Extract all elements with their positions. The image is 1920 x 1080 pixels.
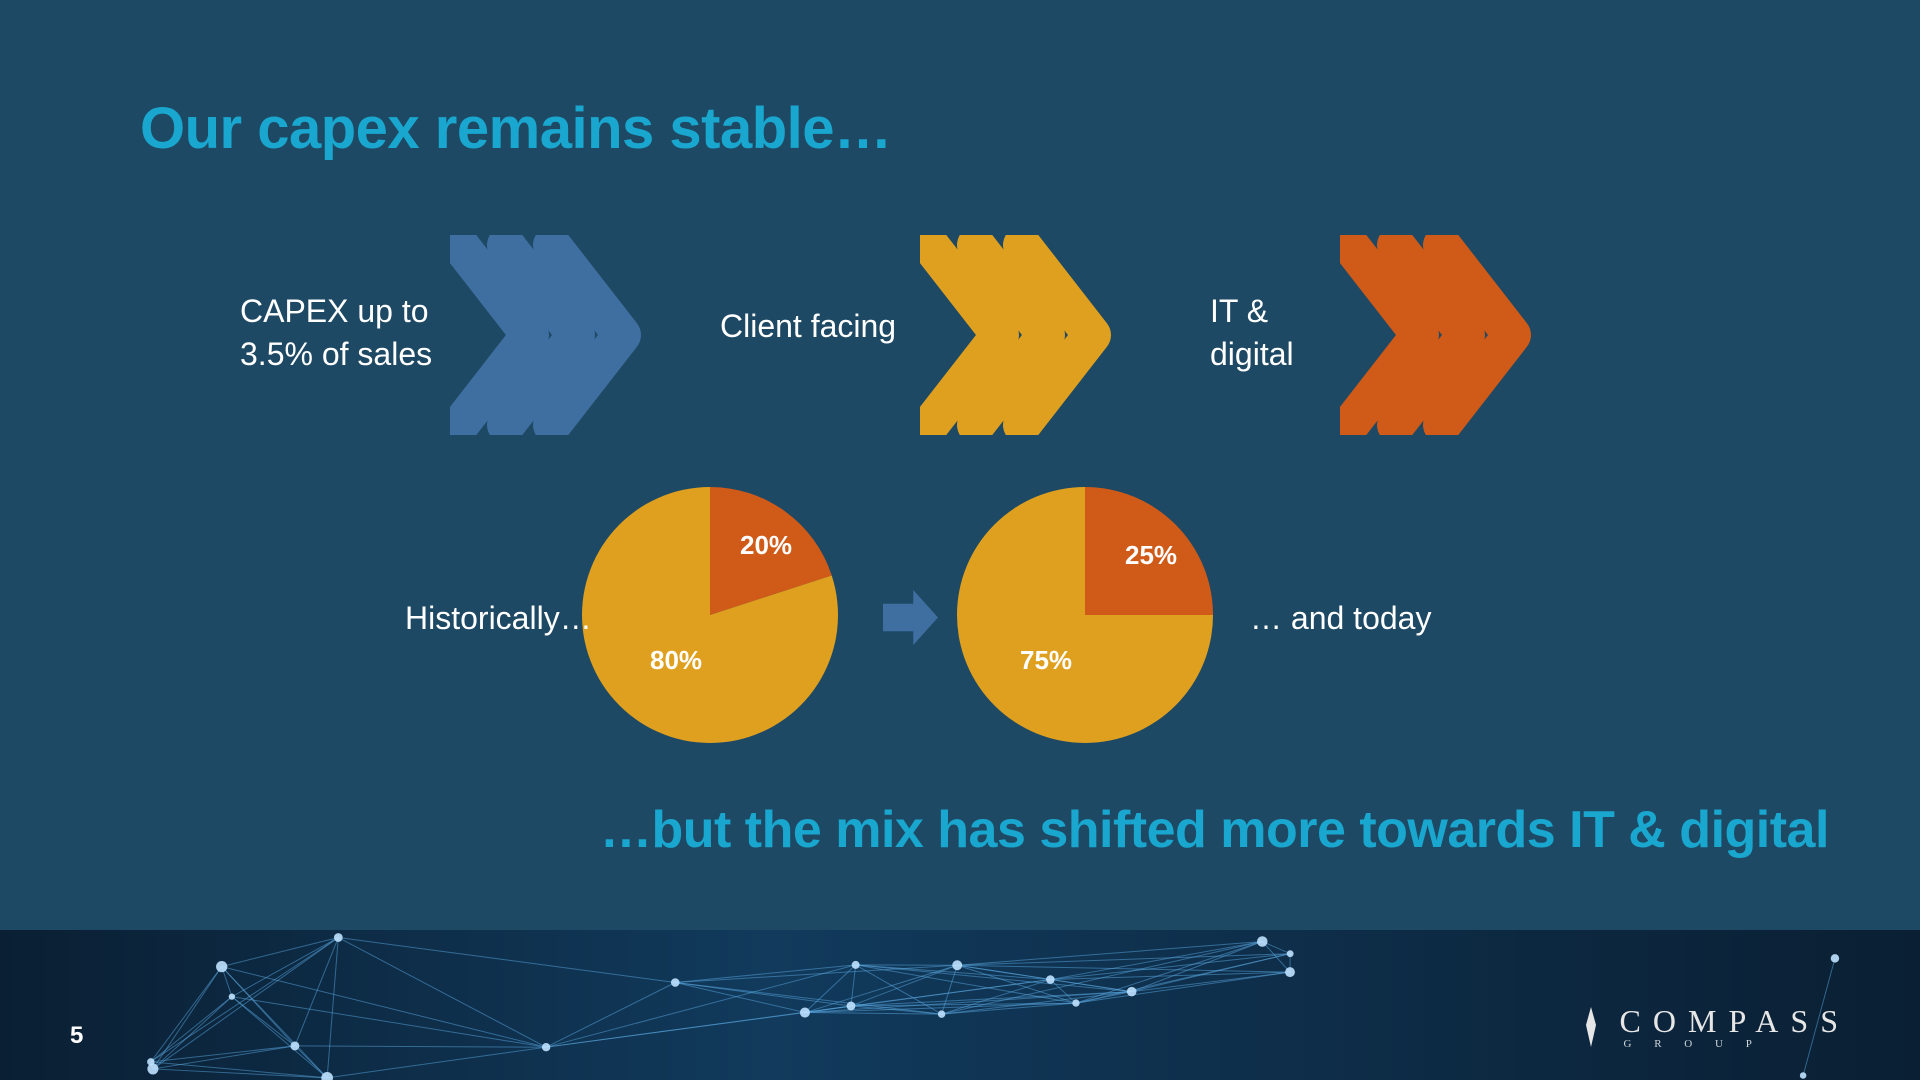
pie-label-right: … and today xyxy=(1250,600,1431,637)
slide-title: Our capex remains stable… xyxy=(140,95,892,162)
compass-logo-text: COMPASSG R O U P xyxy=(1620,1003,1850,1050)
arrow-right-icon xyxy=(873,580,948,655)
chevron-label: Client facing xyxy=(720,305,896,348)
pie-chart xyxy=(580,485,840,745)
pie-slice-label: 80% xyxy=(650,645,702,676)
pie-chart xyxy=(955,485,1215,745)
chevron-label: IT &digital xyxy=(1210,290,1294,376)
pie-slice-label: 25% xyxy=(1125,540,1177,571)
slide-subtitle: …but the mix has shifted more towards IT… xyxy=(600,800,1829,860)
chevron-group-icon xyxy=(450,235,710,435)
page-number: 5 xyxy=(70,1022,83,1050)
pie-label-left: Historically… xyxy=(405,600,592,637)
pie-slice-label: 20% xyxy=(740,530,792,561)
pie-slice-label: 75% xyxy=(1020,645,1072,676)
chevron-group-icon xyxy=(1340,235,1600,435)
chevron-label: CAPEX up to3.5% of sales xyxy=(240,290,432,376)
compass-mark-icon xyxy=(1572,1005,1610,1049)
chevron-group-icon xyxy=(920,235,1180,435)
compass-logo: COMPASSG R O U P xyxy=(1572,1003,1850,1050)
